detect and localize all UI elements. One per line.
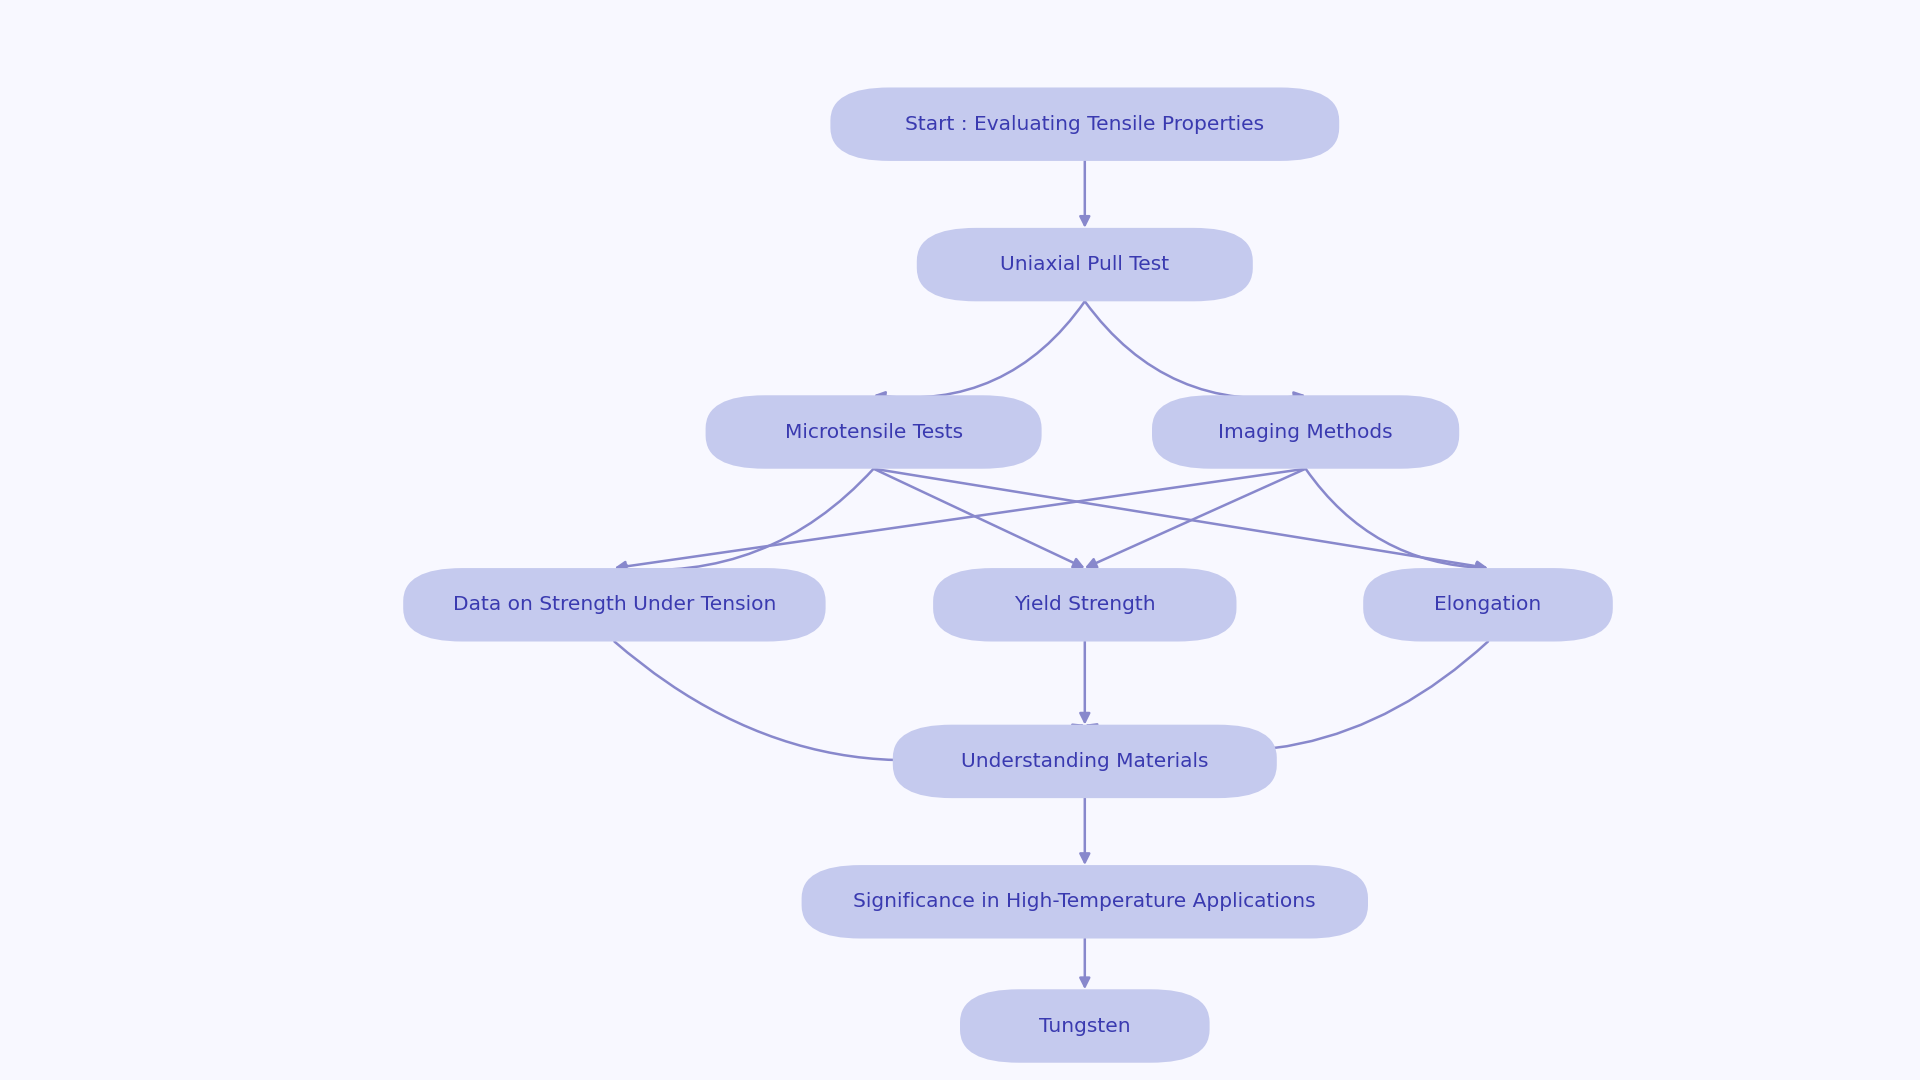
Text: Understanding Materials: Understanding Materials <box>962 752 1208 771</box>
FancyBboxPatch shape <box>933 568 1236 642</box>
Text: Tungsten: Tungsten <box>1039 1016 1131 1036</box>
FancyBboxPatch shape <box>829 87 1340 161</box>
FancyBboxPatch shape <box>707 395 1041 469</box>
Text: Significance in High-Temperature Applications: Significance in High-Temperature Applica… <box>854 892 1315 912</box>
Text: Elongation: Elongation <box>1434 595 1542 615</box>
Text: Imaging Methods: Imaging Methods <box>1219 422 1392 442</box>
FancyBboxPatch shape <box>893 725 1277 798</box>
Text: Yield Strength: Yield Strength <box>1014 595 1156 615</box>
FancyBboxPatch shape <box>403 568 826 642</box>
FancyBboxPatch shape <box>801 865 1367 939</box>
FancyBboxPatch shape <box>916 228 1252 301</box>
FancyBboxPatch shape <box>1152 395 1459 469</box>
Text: Microtensile Tests: Microtensile Tests <box>785 422 962 442</box>
Text: Data on Strength Under Tension: Data on Strength Under Tension <box>453 595 776 615</box>
FancyBboxPatch shape <box>1363 568 1613 642</box>
FancyBboxPatch shape <box>960 989 1210 1063</box>
Text: Uniaxial Pull Test: Uniaxial Pull Test <box>1000 255 1169 274</box>
Text: Start : Evaluating Tensile Properties: Start : Evaluating Tensile Properties <box>904 114 1265 134</box>
